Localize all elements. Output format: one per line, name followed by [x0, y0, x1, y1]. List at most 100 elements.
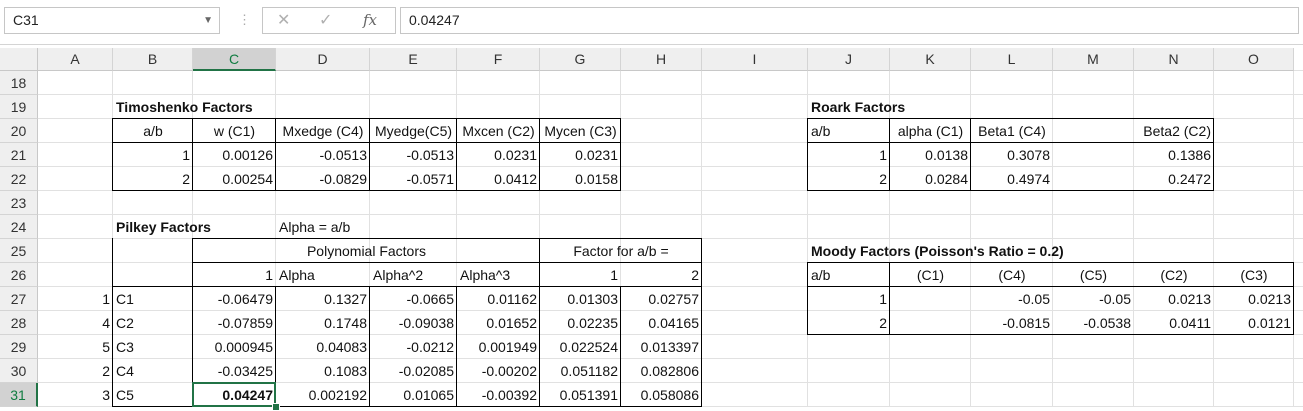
- pilkey-value[interactable]: 0.051182: [560, 363, 618, 379]
- pilkey-coefficient-name[interactable]: C5: [116, 387, 134, 403]
- timoshenko-value[interactable]: 0.0231: [494, 147, 537, 163]
- column-header-n[interactable]: N: [1134, 48, 1214, 71]
- pilkey-value[interactable]: -0.0212: [406, 339, 454, 355]
- pilkey-value[interactable]: -0.06479: [217, 291, 273, 307]
- pilkey-value[interactable]: 0.04165: [648, 315, 699, 331]
- row-header-20[interactable]: 20: [0, 119, 38, 143]
- pilkey-value[interactable]: -0.00392: [481, 387, 537, 403]
- timoshenko-header[interactable]: a/b: [143, 123, 163, 139]
- fx-icon[interactable]: fx: [363, 11, 378, 29]
- column-header-o[interactable]: O: [1214, 48, 1294, 71]
- row-header-30[interactable]: 30: [0, 359, 38, 383]
- moody-header[interactable]: (C1): [916, 267, 945, 283]
- moody-value[interactable]: -0.05: [1099, 291, 1131, 307]
- pilkey-index[interactable]: 2: [102, 363, 110, 379]
- roark-value[interactable]: 0.1386: [1168, 147, 1211, 163]
- timoshenko-value[interactable]: -0.0513: [406, 147, 454, 163]
- pilkey-coefficient-name[interactable]: C1: [116, 291, 134, 307]
- pilkey-value[interactable]: -0.0665: [406, 291, 454, 307]
- moody-header[interactable]: (C4): [998, 267, 1026, 283]
- column-header-e[interactable]: E: [370, 48, 457, 71]
- pilkey-value[interactable]: 0.1083: [324, 363, 367, 379]
- pilkey-value[interactable]: -0.09038: [398, 315, 454, 331]
- pilkey-value[interactable]: 0.02757: [648, 291, 699, 307]
- roark-value[interactable]: 0.0138: [925, 147, 968, 163]
- column-header-d[interactable]: D: [276, 48, 370, 71]
- moody-value[interactable]: [890, 311, 971, 335]
- timoshenko-header[interactable]: Mycen (C3): [544, 123, 617, 139]
- pilkey-value[interactable]: 0.01303: [567, 291, 618, 307]
- pilkey-value[interactable]: 0.01162: [487, 291, 537, 307]
- row-header-23[interactable]: 23: [0, 191, 38, 215]
- pilkey-value[interactable]: -0.00202: [481, 363, 537, 379]
- moody-title[interactable]: Moody Factors (Poisson's Ratio = 0.2): [811, 243, 1064, 259]
- roark-value[interactable]: 2: [879, 171, 887, 187]
- row-header-22[interactable]: 22: [0, 167, 38, 191]
- pilkey-value[interactable]: 0.051391: [559, 387, 618, 403]
- row-header-29[interactable]: 29: [0, 335, 38, 359]
- roark-value[interactable]: 0.2472: [1168, 171, 1211, 187]
- pilkey-poly-header[interactable]: Polynomial Factors: [306, 243, 427, 259]
- pilkey-value[interactable]: 0.02235: [567, 315, 618, 331]
- pilkey-coefficient-name[interactable]: C2: [116, 315, 134, 331]
- formula-input[interactable]: 0.04247: [400, 7, 1299, 34]
- timoshenko-value[interactable]: -0.0513: [319, 147, 367, 163]
- moody-value[interactable]: 0.0213: [1248, 291, 1291, 307]
- pilkey-coefficient-name[interactable]: C4: [116, 363, 134, 379]
- row-header-18[interactable]: 18: [0, 71, 38, 95]
- pilkey-value[interactable]: -0.07859: [217, 315, 273, 331]
- timoshenko-value[interactable]: -0.0829: [319, 171, 367, 187]
- name-box[interactable]: C31 ▼: [4, 7, 220, 34]
- moody-value[interactable]: 0.0121: [1248, 315, 1291, 331]
- pilkey-subheader[interactable]: 1: [265, 267, 273, 283]
- timoshenko-header[interactable]: Myedge(C5): [374, 123, 453, 139]
- timoshenko-value[interactable]: 1: [182, 147, 190, 163]
- moody-value[interactable]: [890, 287, 971, 311]
- pilkey-value[interactable]: 0.082806: [640, 363, 699, 379]
- timoshenko-header[interactable]: Mxedge (C4): [282, 123, 364, 139]
- pilkey-subheader[interactable]: Alpha^2: [373, 267, 424, 283]
- moody-value[interactable]: -0.0538: [1083, 315, 1131, 331]
- moody-value[interactable]: -0.0815: [1002, 315, 1050, 331]
- cancel-icon[interactable]: ✕: [277, 12, 291, 29]
- pilkey-value[interactable]: 0.001949: [478, 339, 537, 355]
- moody-value[interactable]: -0.05: [1018, 291, 1050, 307]
- pilkey-subheader[interactable]: Alpha^3: [460, 267, 511, 283]
- column-header-m[interactable]: M: [1053, 48, 1134, 71]
- roark-header[interactable]: Beta2 (C2): [1143, 123, 1211, 139]
- pilkey-subheader[interactable]: 2: [691, 267, 699, 283]
- timoshenko-header[interactable]: Mxcen (C2): [462, 123, 535, 139]
- column-header-f[interactable]: F: [457, 48, 540, 71]
- moody-header[interactable]: (C3): [1240, 267, 1268, 283]
- moody-header[interactable]: (C5): [1079, 267, 1108, 283]
- roark-header[interactable]: alpha (C1): [897, 123, 964, 139]
- timoshenko-value[interactable]: 0.0231: [575, 147, 618, 163]
- active-cell-border[interactable]: [192, 382, 276, 407]
- row-header-27[interactable]: 27: [0, 287, 38, 311]
- row-header-25[interactable]: 25: [0, 239, 38, 263]
- column-header-j[interactable]: J: [808, 48, 890, 71]
- chevron-down-icon[interactable]: ▼: [203, 15, 213, 26]
- roark-value[interactable]: 0.4974: [1007, 171, 1050, 187]
- roark-header[interactable]: Beta1 (C4): [978, 123, 1046, 139]
- pilkey-index[interactable]: 3: [102, 387, 110, 403]
- roark-value[interactable]: [1053, 143, 1134, 167]
- column-header-l[interactable]: L: [971, 48, 1053, 71]
- enter-icon[interactable]: ✓: [319, 12, 333, 29]
- timoshenko-value[interactable]: -0.0571: [406, 171, 454, 187]
- pilkey-index[interactable]: 4: [102, 315, 110, 331]
- pilkey-value[interactable]: -0.03425: [217, 363, 273, 379]
- roark-value[interactable]: 0.3078: [1007, 147, 1050, 163]
- column-header-h[interactable]: H: [621, 48, 702, 71]
- moody-value[interactable]: 0.0411: [1169, 315, 1211, 331]
- roark-value[interactable]: 0.0284: [925, 171, 968, 187]
- moody-header[interactable]: (C2): [1160, 267, 1188, 283]
- moody-value[interactable]: 0.0213: [1168, 291, 1211, 307]
- pilkey-value[interactable]: 0.01652: [486, 315, 537, 331]
- pilkey-title[interactable]: Pilkey Factors: [116, 219, 211, 235]
- pilkey-value[interactable]: -0.02085: [398, 363, 454, 379]
- pilkey-value[interactable]: 0.01065: [403, 387, 454, 403]
- timoshenko-title[interactable]: Timoshenko Factors: [116, 99, 253, 115]
- timoshenko-value[interactable]: 0.0158: [575, 171, 618, 187]
- roark-value[interactable]: 1: [879, 147, 887, 163]
